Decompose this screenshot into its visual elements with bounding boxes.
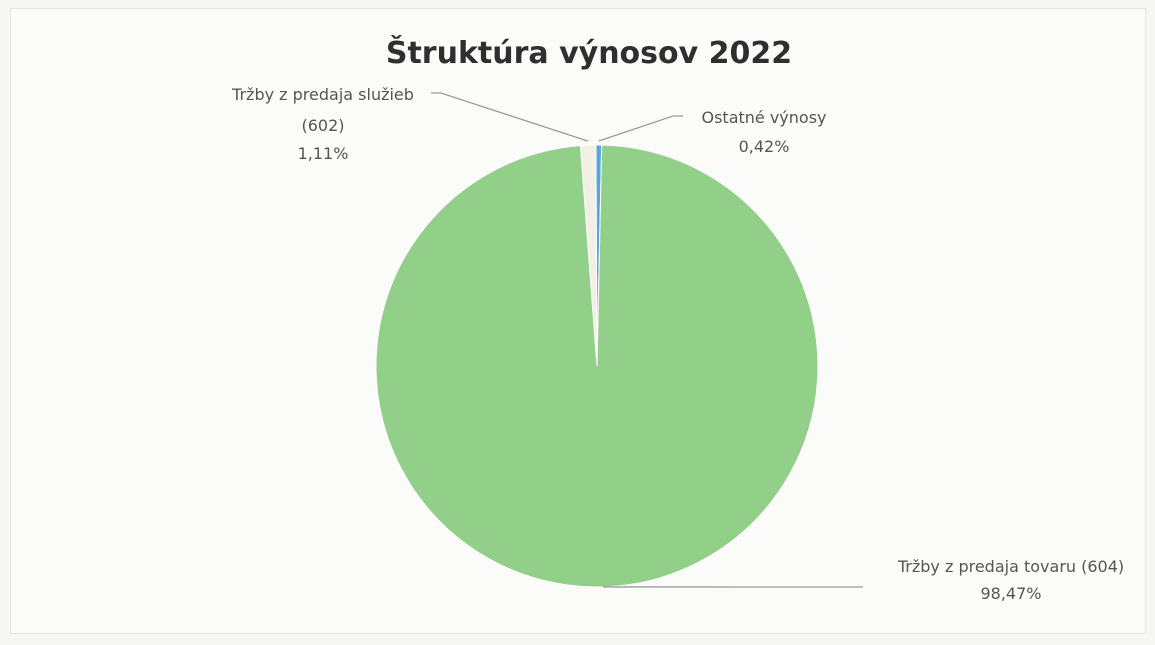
chart-title: Štruktúra výnosov 2022 (386, 34, 792, 71)
leader-line-ostatne (598, 115, 683, 142)
pie-slices (375, 144, 819, 588)
slice-label-ostatne-name: Ostatné výnosy (701, 108, 826, 127)
pie-slice-1 (579, 144, 598, 367)
slice-labels: Tržby z predaja služieb (602) 1,11% Ostatné… (231, 85, 1124, 603)
pie-slice-0 (375, 144, 819, 588)
slice-label-sluzieb-name: Tržby z predaja služieb (231, 85, 414, 104)
slice-label-tovaru-name: Tržby z predaja tovaru (604) (897, 557, 1124, 576)
slice-label-ostatne-value: 0,42% (739, 137, 790, 156)
slice-label-tovaru-value: 98,47% (980, 584, 1041, 603)
leader-line-sluzieb (431, 92, 589, 142)
pie-chart: Štruktúra výnosov 2022 Tržby z predaja s… (231, 34, 1124, 603)
slice-label-sluzieb-value: 1,11% (298, 144, 349, 163)
chart-container: Štruktúra výnosov 2022 Tržby z predaja s… (10, 8, 1146, 634)
leader-lines (431, 92, 863, 588)
slice-label-sluzieb-code: (602) (301, 116, 344, 135)
